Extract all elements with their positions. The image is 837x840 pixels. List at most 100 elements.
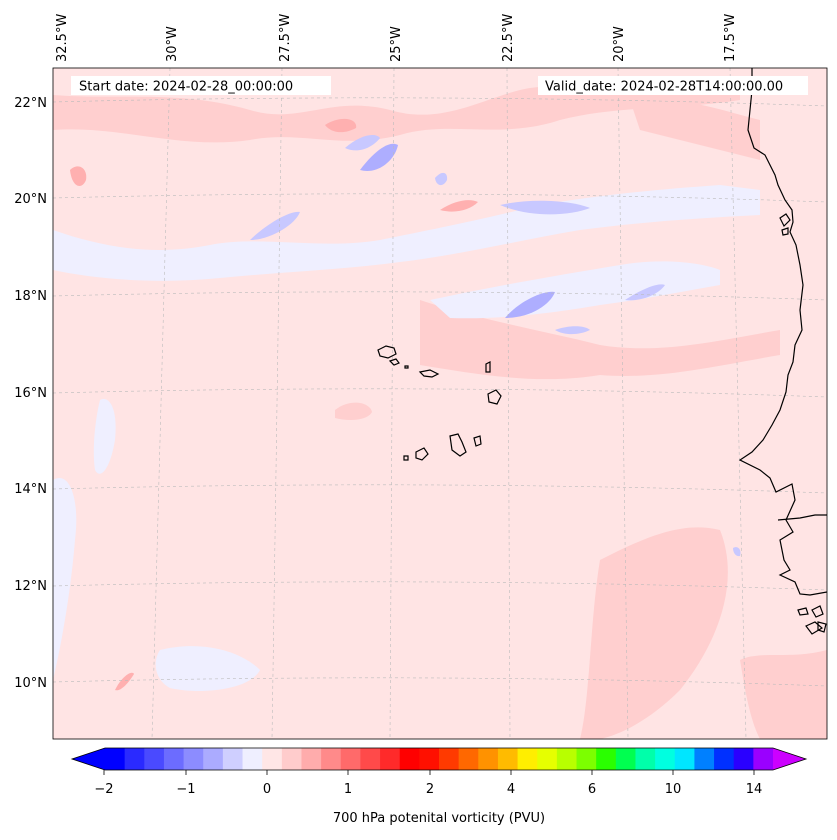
gridline-lat	[53, 484, 827, 494]
colorbar-cell	[517, 748, 538, 770]
pv-positive-band	[115, 672, 134, 691]
date-header: Start date: 2024-02-28_00:00:00 Valid_da…	[71, 76, 808, 95]
pv-negative-streak	[360, 143, 398, 171]
coastline	[377, 68, 827, 635]
colorbar-cell	[478, 748, 499, 770]
africa-coastline-south	[777, 514, 827, 521]
colorbar-cell	[733, 748, 754, 770]
colorbar-cell	[694, 748, 715, 770]
colorbar-extend-max	[773, 748, 806, 770]
colorbar-cell	[615, 748, 636, 770]
cape-verde-sao-vicente	[388, 358, 400, 366]
map-panel	[52, 67, 828, 740]
longitude-label: 22.5°W	[501, 14, 516, 62]
pv-positive-band	[70, 166, 87, 186]
colorbar-cell	[124, 748, 145, 770]
cape-verde-sao-nicolau	[418, 369, 440, 378]
coast-islet	[817, 621, 827, 633]
cape-verde-brava	[403, 455, 409, 461]
colorbar-cell	[105, 748, 126, 770]
pv-negative-band	[93, 399, 116, 474]
colorbar-cell	[360, 748, 381, 770]
pv-positive-band	[440, 200, 478, 212]
longitude-label: 32.5°W	[55, 14, 70, 62]
colorbar-cell	[655, 748, 676, 770]
pv-positive-band	[580, 527, 728, 739]
pv-negative-streak	[345, 135, 380, 151]
colorbar-cell	[596, 748, 617, 770]
colorbar-cell	[576, 748, 597, 770]
cape-verde-santa-luzia	[404, 365, 409, 369]
gridline-lat	[53, 97, 827, 107]
valid-date-box	[538, 76, 808, 95]
cape-verde-santo-antao	[377, 345, 397, 359]
colorbar-cells	[105, 748, 774, 770]
latitude-label: 16°N	[14, 386, 47, 401]
latitude-label: 10°N	[14, 676, 47, 691]
longitude-labels: 32.5°W 30°W 27.5°W 25°W 22.5°W 20°W 17.5°W	[55, 14, 738, 62]
gridline-lon	[151, 68, 171, 739]
coast-islet	[805, 621, 824, 635]
colorbar-cell	[242, 748, 263, 770]
colorbar-extend-min	[72, 748, 105, 770]
coast-islet	[797, 607, 809, 616]
colorbar-tick-label: −2	[94, 782, 113, 797]
colorbar-cell	[458, 748, 479, 770]
colorbar-tick-label: 2	[426, 782, 434, 797]
africa-coastline	[738, 68, 827, 596]
colorbar-cell	[321, 748, 342, 770]
colorbar-cell	[714, 748, 735, 770]
colorbar-tick-label: 6	[588, 782, 596, 797]
colorbar-cell	[163, 748, 185, 770]
colorbar-outline	[70, 747, 808, 771]
pv-positive-band	[335, 402, 372, 420]
gridline-lon	[506, 68, 511, 739]
gridline-lat	[53, 388, 827, 398]
colorbar-tick-label: −1	[176, 782, 195, 797]
gridline-lat	[53, 193, 827, 203]
latitude-label: 18°N	[14, 289, 47, 304]
pv-negative-band	[53, 478, 77, 680]
colorbar-cell	[281, 748, 302, 770]
colorbar-cell	[556, 748, 578, 770]
colorbar-tick-label: 14	[746, 782, 763, 797]
pv-negative-streak	[733, 547, 741, 557]
cape-verde-boa-vista	[487, 389, 502, 405]
latitude-label: 22°N	[14, 96, 47, 111]
gridline-lat	[53, 677, 827, 687]
longitude-label: 27.5°W	[278, 14, 293, 62]
colorbar-tick-label: 0	[263, 782, 271, 797]
pv-negative-streak	[555, 326, 590, 335]
latitude-labels: 22°N 20°N 18°N 16°N 14°N 12°N 10°N	[14, 96, 47, 691]
gridline-lat	[53, 581, 827, 591]
colorbar-cell	[301, 748, 322, 770]
latitude-label: 14°N	[14, 482, 47, 497]
colorbar-cell	[340, 748, 361, 770]
colorbar-cell	[439, 748, 460, 770]
colorbar-cell	[674, 748, 695, 770]
pv-positive-band	[630, 99, 760, 160]
pv-negative-streak	[500, 200, 590, 215]
coast-islet	[811, 605, 824, 618]
coast-islet	[779, 213, 791, 228]
latitude-label: 12°N	[14, 579, 47, 594]
pv-negative-streak	[625, 284, 665, 301]
gridline-lon	[617, 68, 629, 739]
colorbar-cell	[222, 748, 244, 770]
colorbar-label: 700 hPa potenital vorticity (PVU)	[333, 811, 545, 826]
pv-positive-band	[325, 118, 357, 133]
colorbar-cell	[497, 748, 519, 770]
colorbar-cell	[144, 748, 165, 770]
pv-positive-band	[420, 300, 780, 380]
colorbar-cell	[399, 748, 420, 770]
colorbar-cell	[753, 748, 774, 770]
longitude-label: 25°W	[389, 26, 404, 62]
colorbar: −2 −1 0 1 2 4 6 10 14 700 hPa potenital vorticit…	[70, 747, 808, 826]
pv-negative-band	[430, 261, 720, 319]
pv-negative-streak	[435, 172, 448, 186]
gridline-lon	[271, 68, 283, 739]
longitude-label: 17.5°W	[723, 14, 738, 62]
graticule	[53, 68, 827, 739]
colorbar-cell	[262, 748, 283, 770]
